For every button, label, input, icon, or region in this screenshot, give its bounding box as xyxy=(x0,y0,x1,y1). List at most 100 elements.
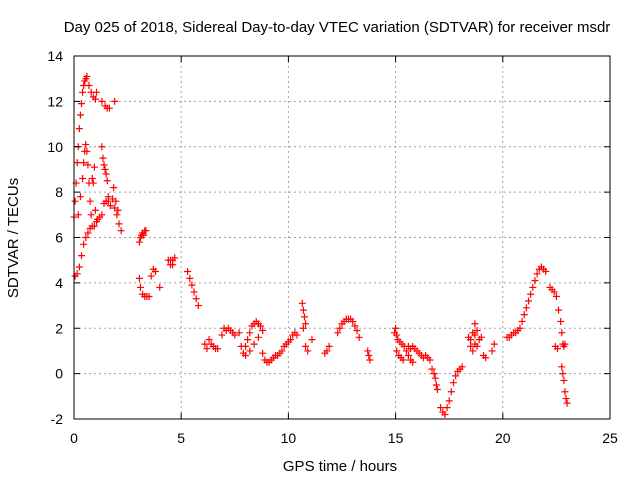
data-point xyxy=(443,404,451,412)
data-point xyxy=(192,295,200,303)
data-point xyxy=(194,302,202,310)
data-point xyxy=(80,240,88,248)
data-point xyxy=(449,379,457,387)
data-point xyxy=(135,274,143,282)
data-point xyxy=(533,270,541,278)
data-point xyxy=(110,184,118,192)
data-point xyxy=(184,268,192,276)
data-point xyxy=(550,288,558,296)
data-point xyxy=(563,399,571,407)
data-point xyxy=(190,288,198,296)
data-point xyxy=(325,342,333,350)
data-point xyxy=(409,358,417,366)
data-point xyxy=(106,202,114,210)
data-point xyxy=(365,351,373,359)
data-point xyxy=(278,347,286,355)
data-point xyxy=(334,329,342,337)
data-point xyxy=(98,143,106,151)
data-point xyxy=(171,254,179,262)
data-point xyxy=(490,340,498,348)
data-point xyxy=(445,397,453,405)
data-point xyxy=(471,320,479,328)
y-tick-label: 10 xyxy=(47,139,63,155)
data-point xyxy=(71,197,79,205)
x-tick-label: 20 xyxy=(495,430,511,446)
y-tick-label: 2 xyxy=(55,320,63,336)
data-point xyxy=(553,345,561,353)
data-point xyxy=(242,342,250,350)
data-point xyxy=(105,104,113,112)
x-tick-label: 0 xyxy=(70,430,78,446)
data-point xyxy=(100,161,108,169)
data-point xyxy=(75,125,83,133)
data-point xyxy=(73,270,81,278)
data-point xyxy=(355,333,363,341)
data-point xyxy=(299,324,307,332)
data-point xyxy=(151,268,159,276)
data-point xyxy=(246,329,254,337)
data-point xyxy=(392,324,400,332)
data-point xyxy=(98,97,106,105)
y-tick-label: -2 xyxy=(51,411,64,427)
data-point xyxy=(302,320,310,328)
data-point xyxy=(90,222,98,230)
data-point xyxy=(78,252,86,260)
data-point xyxy=(246,347,254,355)
data-point xyxy=(140,231,148,239)
data-point xyxy=(529,283,537,291)
data-point xyxy=(557,317,565,325)
data-point xyxy=(186,274,194,282)
y-axis-label: SDTVAR / TECUs xyxy=(5,178,22,298)
data-point xyxy=(104,193,112,201)
data-point xyxy=(136,283,144,291)
data-point xyxy=(91,206,99,214)
data-point xyxy=(302,342,310,350)
data-point xyxy=(542,268,550,276)
data-point xyxy=(93,88,101,96)
data-point xyxy=(82,140,90,148)
data-point xyxy=(522,304,530,312)
data-point xyxy=(201,340,209,348)
data-point xyxy=(473,327,481,335)
data-point xyxy=(447,388,455,396)
data-point xyxy=(430,370,438,378)
data-point xyxy=(531,277,539,285)
data-point xyxy=(399,356,407,364)
data-point xyxy=(299,306,307,314)
data-point xyxy=(98,211,106,219)
data-point xyxy=(520,311,528,319)
x-tick-label: 15 xyxy=(388,430,404,446)
data-point xyxy=(99,154,107,162)
data-point xyxy=(558,363,566,371)
data-point xyxy=(458,363,466,371)
data-point xyxy=(437,404,445,412)
data-point xyxy=(336,324,344,332)
data-point xyxy=(79,175,87,183)
x-tick-label: 5 xyxy=(177,430,185,446)
data-point xyxy=(242,351,250,359)
data-point xyxy=(102,170,110,178)
data-point xyxy=(111,97,119,105)
data-point xyxy=(559,370,567,378)
data-point xyxy=(433,386,441,394)
y-tick-label: 14 xyxy=(47,48,63,64)
data-point xyxy=(85,81,93,89)
data-point xyxy=(287,336,295,344)
data-point xyxy=(469,347,477,355)
data-point xyxy=(404,351,412,359)
data-point xyxy=(75,263,83,271)
data-point xyxy=(83,147,91,155)
data-points xyxy=(70,72,571,418)
data-point xyxy=(188,281,196,289)
y-tick-label: 6 xyxy=(55,230,63,246)
data-point xyxy=(117,227,125,235)
data-point xyxy=(103,177,111,185)
data-point xyxy=(259,327,267,335)
data-point xyxy=(83,72,91,80)
data-point xyxy=(432,381,440,389)
data-point xyxy=(218,331,226,339)
data-point xyxy=(231,331,239,339)
data-point xyxy=(467,342,475,350)
data-point xyxy=(135,238,143,246)
